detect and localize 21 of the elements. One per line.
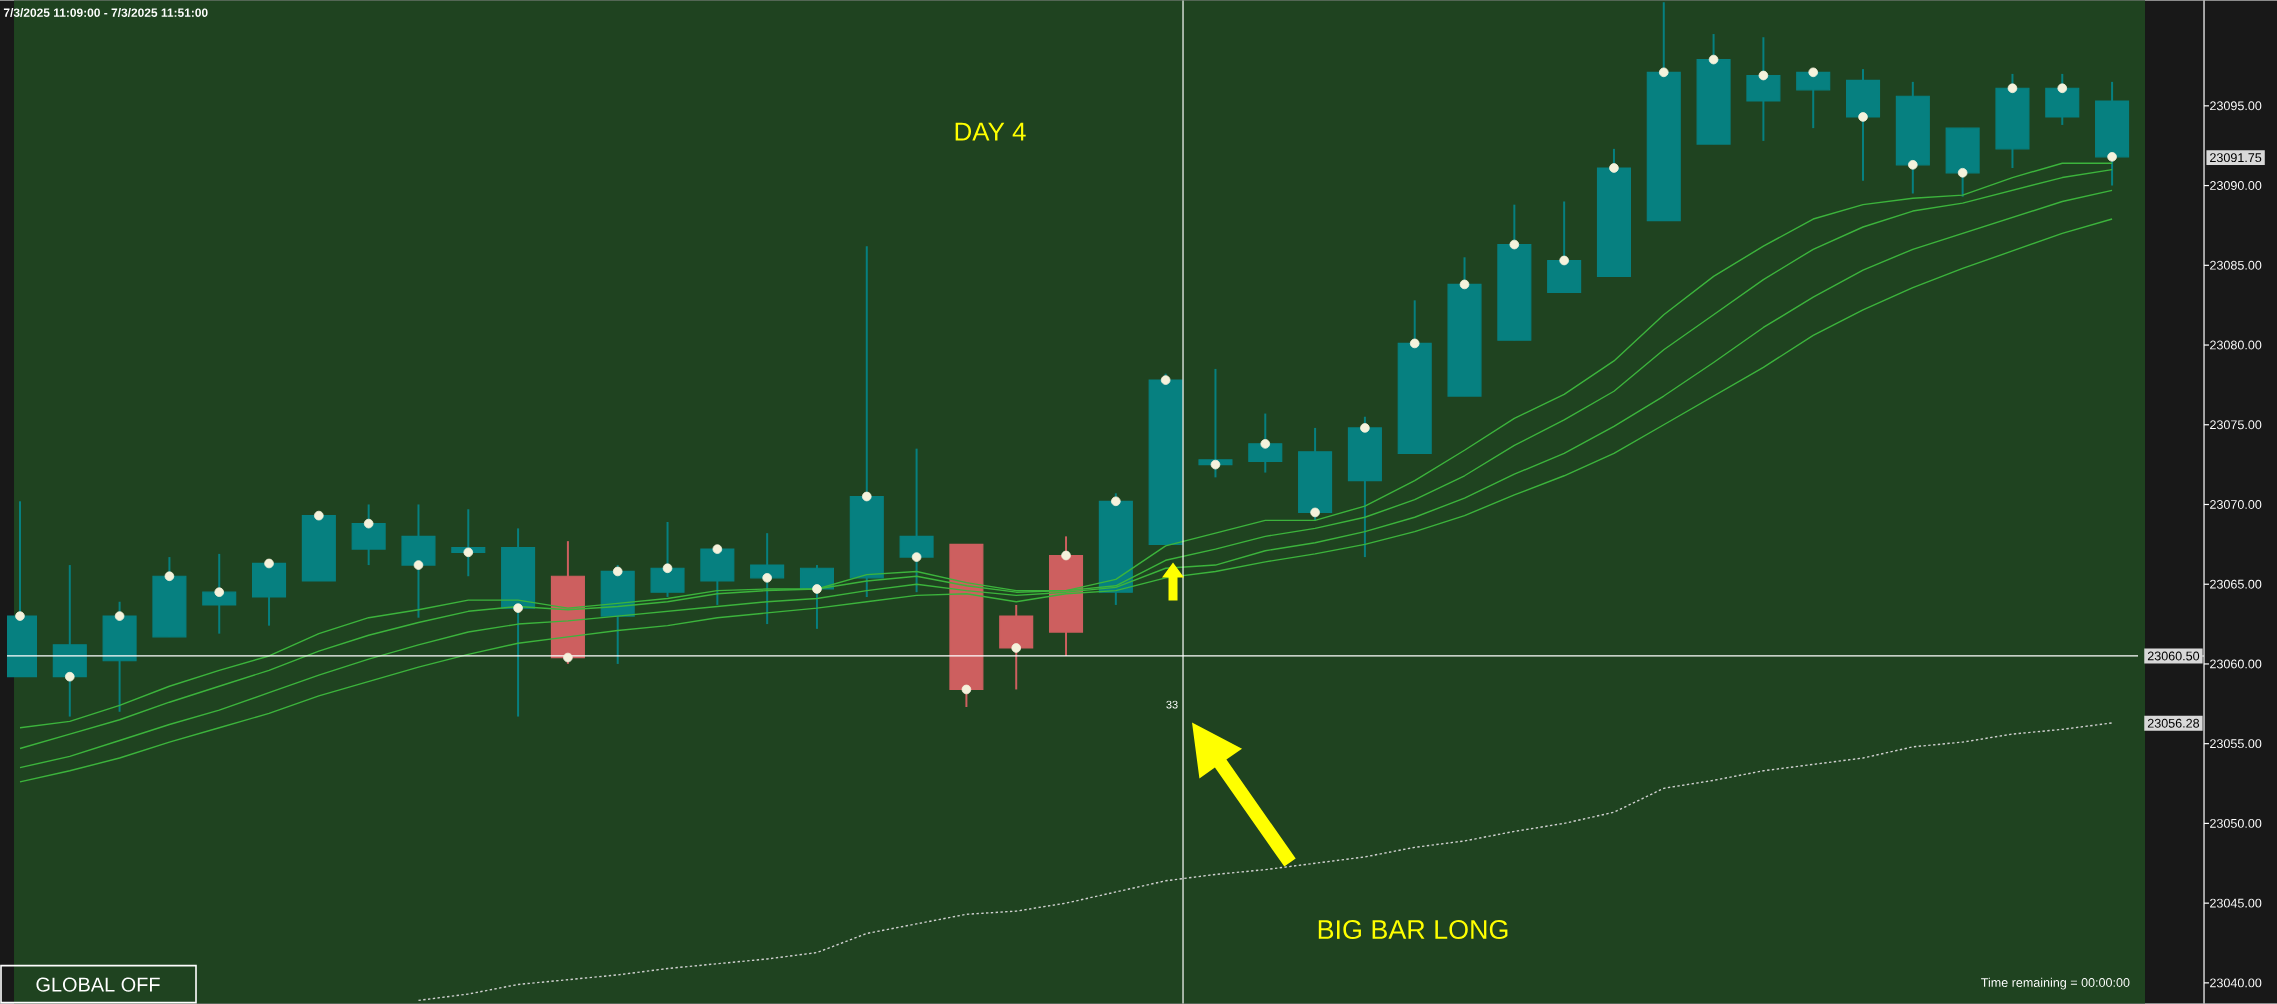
annotation: 33 [1166, 700, 1178, 709]
y-tick-label: 23085.00 [2210, 260, 2262, 270]
y-tick-label: 23060.00 [2210, 659, 2262, 669]
annotation: Time remaining = 00:00:00 [1981, 977, 2130, 990]
y-tick-label: 23090.00 [2210, 180, 2262, 190]
y-tick-label: 23055.00 [2210, 739, 2262, 749]
ref-line-label: 23060.50 [2147, 651, 2200, 661]
text: 7/3/2025 11:09:00 - 7/3/2025 11:51:00 [3, 8, 208, 17]
y-tick-label: 23050.00 [2210, 818, 2262, 828]
y-tick-label: 23065.00 [2210, 579, 2262, 589]
y-tick-label: 23095.00 [2210, 101, 2262, 111]
y-tick-label: 23045.00 [2210, 898, 2262, 908]
annotation: GLOBAL OFF [36, 977, 160, 992]
y-tick-label: 23070.00 [2210, 499, 2262, 509]
y-tick-label: 23040.00 [2210, 978, 2262, 988]
text: 23091.75 [2210, 153, 2262, 163]
text: 23056.28 [2147, 718, 2200, 728]
y-tick-label: 23075.00 [2210, 420, 2262, 430]
y-tick-label: 23080.00 [2210, 340, 2262, 350]
annotation: DAY 4 [955, 122, 1026, 141]
annotation: BIG BAR LONG [1318, 919, 1508, 940]
